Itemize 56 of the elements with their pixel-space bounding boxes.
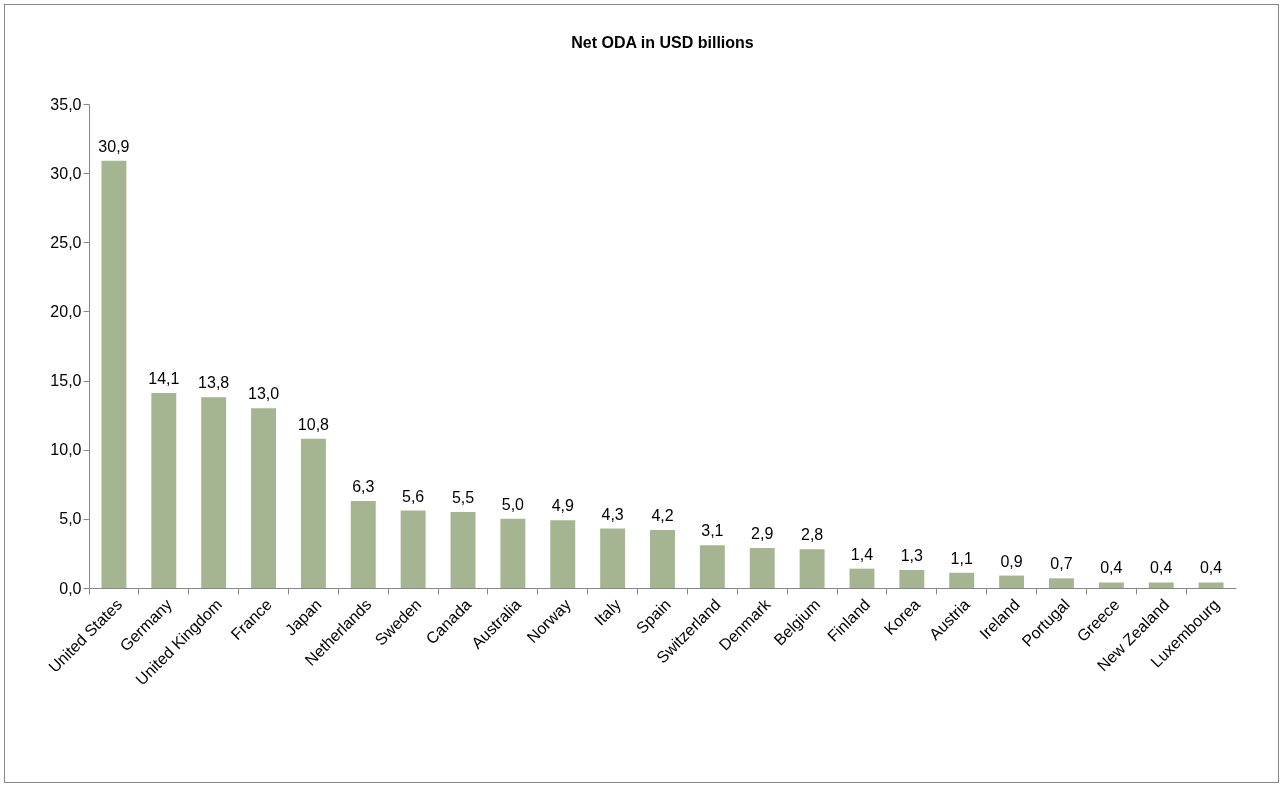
- bar: [151, 393, 177, 588]
- bar: [1198, 582, 1224, 588]
- y-tick-label: 20,0: [50, 302, 82, 320]
- bar: [1148, 582, 1174, 588]
- data-label: 2,9: [751, 524, 774, 542]
- data-label: 30,9: [98, 137, 130, 155]
- bar: [899, 570, 925, 588]
- y-tick-label: 0,0: [59, 579, 82, 597]
- y-tick-label: 35,0: [50, 95, 82, 113]
- bar: [949, 572, 975, 588]
- bar: [201, 397, 227, 588]
- data-label: 0,4: [1100, 559, 1123, 577]
- x-tick-label: Italy: [591, 595, 624, 629]
- data-label: 4,2: [651, 506, 674, 524]
- data-label: 0,7: [1050, 555, 1073, 573]
- data-label: 13,8: [198, 374, 230, 392]
- y-tick-label: 15,0: [50, 372, 82, 390]
- data-label: 4,3: [601, 505, 624, 523]
- bar: [500, 518, 526, 588]
- bar: [450, 511, 476, 588]
- bar: [600, 528, 626, 588]
- data-label: 0,4: [1150, 559, 1173, 577]
- bar: [849, 568, 875, 588]
- y-tick-label: 5,0: [59, 510, 82, 528]
- data-label: 14,1: [148, 370, 180, 388]
- bar: [550, 520, 576, 588]
- bar: [350, 500, 376, 588]
- data-label: 13,0: [247, 385, 280, 403]
- data-label: 10,8: [297, 415, 330, 433]
- data-label: 4,9: [551, 497, 574, 515]
- data-label: 1,1: [950, 549, 973, 567]
- bar: [650, 529, 675, 588]
- data-label: 3,1: [701, 522, 724, 540]
- data-label: 6,3: [352, 477, 375, 495]
- data-label: 0,4: [1199, 559, 1223, 577]
- bar: [300, 438, 326, 588]
- data-label: 2,8: [800, 526, 824, 544]
- data-label: 5,5: [451, 488, 475, 506]
- y-tick-label: 10,0: [50, 441, 82, 459]
- data-label: 1,4: [850, 545, 874, 563]
- bar: [699, 545, 725, 588]
- bar: [251, 408, 277, 588]
- bar: [101, 160, 127, 588]
- chart-title: Net ODA in USD billions: [571, 34, 754, 51]
- data-label: 1,3: [900, 547, 924, 565]
- bar: [1048, 578, 1074, 588]
- bar: [799, 549, 825, 588]
- bar: [999, 575, 1025, 588]
- bar: [749, 547, 775, 588]
- y-tick-label: 25,0: [50, 233, 82, 251]
- bar: [400, 510, 426, 588]
- y-tick-label: 30,0: [50, 164, 82, 182]
- data-label: 5,0: [501, 495, 525, 513]
- data-label: 5,6: [402, 487, 425, 505]
- bar: [1098, 582, 1124, 588]
- data-label: 0,9: [1000, 552, 1023, 570]
